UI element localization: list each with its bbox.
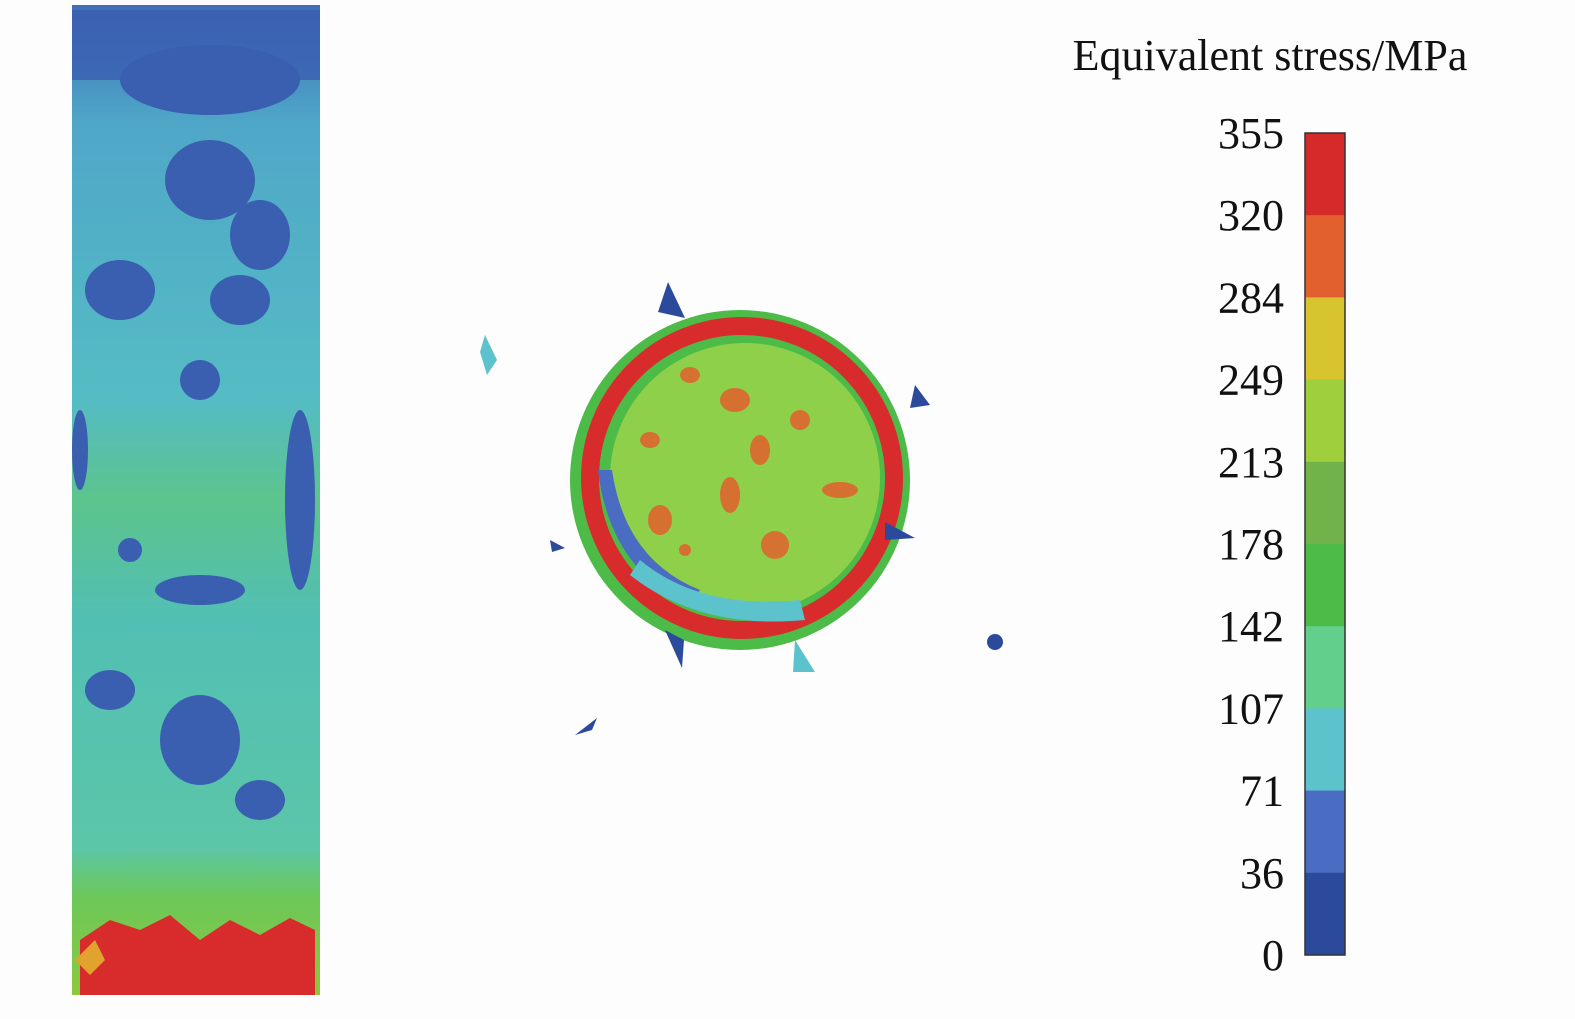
legend-label: 0	[1262, 931, 1284, 980]
legend-label: 107	[1218, 684, 1284, 733]
color-band	[1305, 872, 1345, 956]
legend-title: Equivalent stress/MPa	[1073, 31, 1468, 80]
legend-label: 71	[1240, 767, 1284, 816]
color-band	[1305, 297, 1345, 381]
color-band	[1305, 790, 1345, 874]
legend-label: 320	[1218, 191, 1284, 240]
color-band	[1305, 544, 1345, 627]
section-model	[480, 282, 1003, 735]
colorbar: 355 320 284 249 213 178 142 107 71 36 0	[1218, 109, 1346, 980]
legend-label: 284	[1218, 273, 1284, 322]
color-band	[1305, 461, 1345, 545]
color-band	[1305, 626, 1345, 709]
color-band	[1305, 708, 1345, 792]
column-model	[72, 5, 320, 995]
color-band	[1305, 133, 1345, 216]
legend-label: 355	[1218, 109, 1284, 158]
legend-label: 178	[1218, 520, 1284, 569]
colorbar-frame	[1304, 132, 1346, 956]
legend-label: 142	[1218, 602, 1284, 651]
legend-label: 36	[1240, 849, 1284, 898]
color-band	[1305, 379, 1345, 463]
legend-label: 249	[1218, 356, 1284, 405]
color-band	[1305, 215, 1345, 298]
legend-label: 213	[1218, 438, 1284, 487]
